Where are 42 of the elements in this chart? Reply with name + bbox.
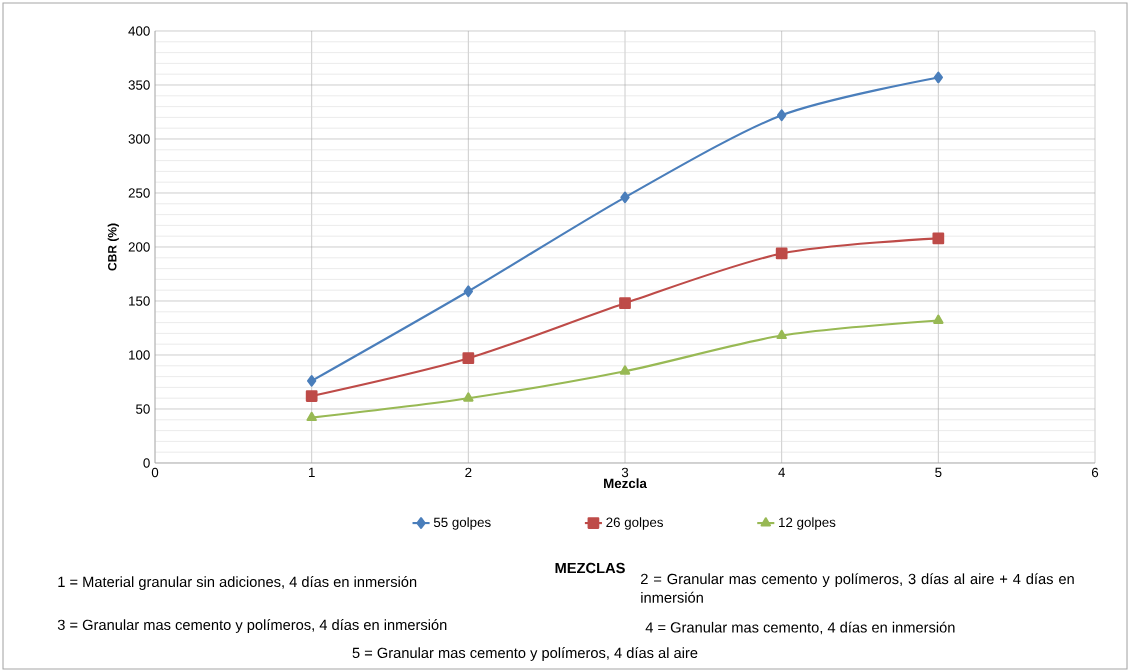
text: 4 = Granular mas cemento, 4 días en inmersión (645, 621, 955, 635)
x-tick-label: 1 (308, 467, 315, 477)
text: 5 = Granular mas cemento y polímeros, 4 días al aire (352, 647, 698, 661)
x-tick-label: 6 (1091, 467, 1099, 478)
point (933, 71, 944, 84)
y-tick-label: 150 (129, 296, 150, 306)
point (307, 375, 317, 387)
legend-label: 55 golpes (433, 517, 491, 530)
point (777, 109, 787, 122)
point (933, 314, 944, 324)
y-tick-label: 100 (129, 350, 150, 360)
x-axis-title: Mezcla (604, 478, 647, 489)
y-tick-label: 50 (136, 404, 150, 414)
y-tick-label: 200 (128, 242, 150, 252)
x-tick-label: 0 (151, 467, 159, 478)
y-tick-label: 350 (128, 80, 150, 90)
point (305, 390, 318, 402)
y-tick-label: 0 (143, 458, 150, 468)
text: 1 = Material granular sin adiciones, 4 días en inmersión (58, 576, 417, 590)
point (932, 232, 945, 245)
legend-label: 12 golpes (779, 517, 836, 530)
x-tick-label: 4 (778, 467, 785, 477)
y-tick-label: 300 (128, 134, 150, 144)
y-axis-title: CBR (%) (107, 223, 119, 271)
y-tick-label: 400 (128, 26, 150, 36)
legend-label: 26 golpes (606, 517, 664, 530)
point (776, 329, 787, 340)
point (306, 411, 317, 422)
x-tick-label: 5 (935, 467, 942, 478)
y-tick-label: 250 (128, 188, 150, 198)
point (775, 247, 788, 260)
point (619, 365, 631, 375)
point (463, 285, 474, 298)
x-tick-label: 2 (465, 467, 472, 478)
text: 3 = Granular mas cemento y polímeros, 4 días en inmersión (57, 619, 447, 633)
point (620, 191, 630, 204)
text: 2 = Granular mas cemento y polímeros, 3 días al aire + 4 días en inmersión (641, 573, 1074, 603)
point (462, 352, 475, 365)
point (463, 392, 474, 402)
x-tick-label: 3 (621, 467, 629, 478)
text: MEZCLAS (555, 562, 625, 574)
point (619, 297, 631, 310)
